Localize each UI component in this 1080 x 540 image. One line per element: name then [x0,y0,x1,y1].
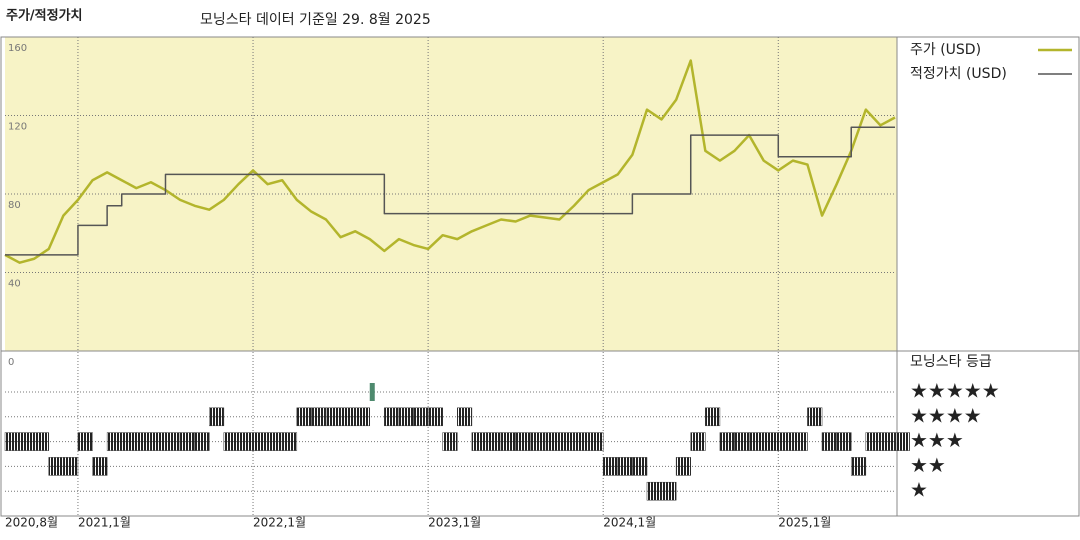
rating-bar [807,407,823,427]
rating-bar [792,432,808,451]
rating-bar [165,432,181,451]
rating-bar [19,432,35,451]
x-tick-label: 2022,1월 [253,516,306,530]
rating-bar [661,481,677,501]
rating-bar [836,432,852,451]
rating-bar [632,457,648,476]
rating-bar [850,457,867,476]
rating-bar [179,432,195,451]
rating-bar [705,407,721,427]
rating-bar [354,407,371,427]
rating-bar [296,407,312,427]
legend-label: 주가 (USD) [910,42,981,58]
rating-level-label: ★★ [910,453,946,477]
rating-bar [617,457,633,476]
rating-bar [311,407,327,427]
rating-bar [252,432,268,451]
y-tick-label: 160 [8,43,27,54]
chart-title: 주가/적정가치 [6,8,83,24]
price-line [4,59,896,264]
rating-bar [471,432,487,451]
rating-bar [734,432,750,451]
x-tick-label: 2021,1월 [78,516,131,530]
rating-bar [238,432,254,451]
rating-level-label: ★★★ [910,428,964,452]
rating-bar [763,432,779,451]
rating-bar [194,432,210,451]
legend-label: 적정가치 (USD) [910,66,1007,82]
rating-bar [690,432,706,451]
x-tick-label: 2024,1월 [603,516,656,530]
rating-bar [719,432,735,451]
rating-bar [588,432,604,451]
rating-title: 모닝스타 등급 [910,354,992,370]
rating-bar [457,407,473,427]
rating-bar [281,432,298,451]
rating-bar [821,432,837,451]
rating-bar [427,407,443,427]
rating-bar [223,432,239,451]
rating-bar [384,407,400,427]
x-tick-label: 2023,1월 [428,516,481,530]
rating-bar [4,432,20,451]
rating-bar [325,407,341,427]
rating-level-label: ★★★★ [910,403,982,427]
rating-bar [413,407,429,427]
rating-bar [369,383,375,401]
x-tick-label: 2020,8월 [5,516,58,530]
y-tick-label: 120 [8,122,27,133]
chart-subtitle: 모닝스타 데이터 기준일 29. 8월 2025 [200,12,431,28]
rating-bar [92,457,108,476]
rating-bar [865,432,881,451]
rating-level-label: ★ [910,478,928,502]
rating-bar [778,432,794,451]
y-tick-label: 40 [8,279,21,290]
rating-bar [136,432,152,451]
rating-bar [748,432,764,451]
rating-level-label: ★★★★★ [910,379,1000,403]
rating-bar [442,432,458,451]
rating-bar [48,457,64,476]
rating-bar [559,432,575,451]
y-tick-label: 80 [8,200,21,211]
rating-bar [894,432,910,451]
rating-bar [106,432,122,451]
rating-bar [529,432,546,451]
rating-bar [515,432,531,451]
x-tick-label: 2025,1월 [778,516,831,530]
rating-bar [573,432,589,451]
rating-bar [121,432,137,451]
rating-bar [646,481,662,501]
rating-bar [267,432,283,451]
rating-bar [602,457,619,476]
y-tick-label: 0 [8,357,14,368]
rating-bar [398,407,414,427]
rating-bar [209,407,225,427]
rating-bar [77,432,93,451]
rating-bar [544,432,560,451]
rating-bar [63,457,79,476]
rating-bar [675,457,691,476]
rating-bar [880,432,896,451]
fair-value-line [5,126,895,256]
rating-bar [486,432,502,451]
frame [0,36,1080,517]
rating-bar [33,432,50,451]
rating-bar [340,407,356,427]
rating-bar [150,432,166,451]
rating-bar [500,432,516,451]
